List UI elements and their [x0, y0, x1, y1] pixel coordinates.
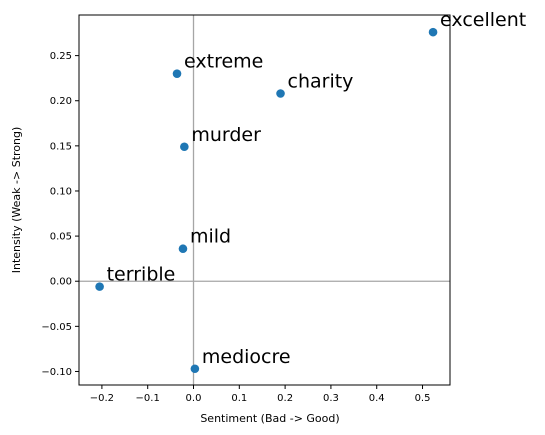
- x-tick-label: −0.2: [90, 393, 114, 404]
- y-tick-label: 0.20: [50, 96, 72, 107]
- y-tick-label: −0.10: [41, 367, 72, 378]
- y-axis-ticks: −0.10 −0.05 0.00 0.05 0.10 0.15 0.20 0.25: [41, 51, 79, 378]
- axis-lines: [79, 15, 450, 385]
- data-point: [190, 364, 200, 374]
- point-label: extreme: [184, 51, 263, 73]
- x-tick-label: 0.1: [231, 393, 247, 404]
- x-tick-label: 0.4: [369, 393, 385, 404]
- y-tick-label: 0.15: [50, 141, 72, 152]
- data-point: [172, 69, 182, 78]
- y-tick-label: 0.10: [50, 186, 72, 197]
- point-labels: excellent extreme charity murder mild terribl…: [107, 9, 527, 368]
- x-tick-label: 0.2: [277, 393, 293, 404]
- data-point: [180, 142, 189, 152]
- x-tick-label: 0.5: [415, 393, 431, 404]
- x-tick-label: 0.3: [323, 393, 339, 404]
- x-axis-ticks: −0.2 −0.1 0.0 0.1 0.2 0.3 0.4 0.5: [90, 385, 431, 404]
- data-point: [276, 89, 285, 98]
- x-tick-label: −0.1: [136, 393, 160, 404]
- x-axis-label: Sentiment (Bad -> Good): [200, 412, 339, 425]
- y-tick-label: 0.00: [50, 277, 72, 288]
- point-label: terrible: [107, 264, 176, 286]
- y-tick-label: 0.25: [50, 51, 72, 62]
- x-tick-label: 0.0: [186, 393, 202, 404]
- data-point: [428, 27, 438, 37]
- point-label: murder: [191, 124, 261, 146]
- data-point: [95, 282, 104, 291]
- y-tick-label: −0.05: [41, 322, 72, 333]
- data-point: [178, 244, 188, 254]
- point-label: charity: [288, 71, 354, 93]
- y-axis-label: Intensity (Weak -> Strong): [10, 127, 23, 274]
- plot-area-frame: [78, 14, 451, 386]
- point-label: excellent: [440, 9, 526, 31]
- point-label: mild: [190, 226, 231, 248]
- point-label: mediocre: [202, 346, 291, 368]
- plot-points: [95, 27, 438, 374]
- y-tick-label: 0.05: [50, 232, 72, 243]
